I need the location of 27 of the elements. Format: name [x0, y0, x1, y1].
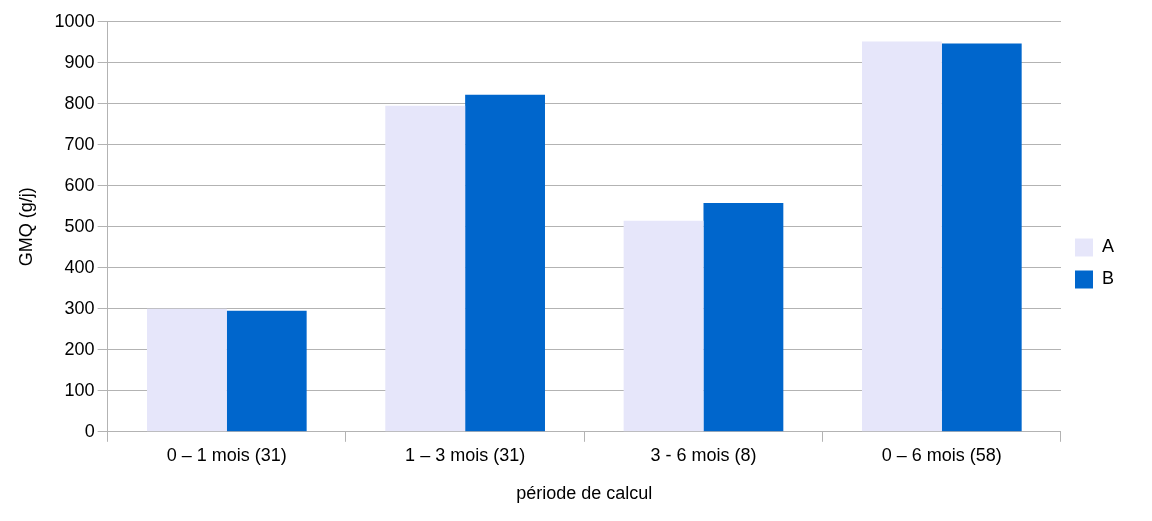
bar	[465, 94, 545, 432]
legend-label: B	[1101, 268, 1115, 289]
y-tick-label: 800	[64, 92, 95, 113]
y-tick-label: 700	[64, 133, 95, 154]
y-tick-label: 100	[64, 379, 95, 400]
bar	[385, 105, 466, 432]
y-tick-label: 400	[64, 256, 95, 277]
bar	[703, 203, 784, 432]
y-tick-label: 500	[64, 215, 95, 236]
bar	[623, 220, 704, 432]
bar	[941, 43, 1022, 432]
y-tick-label: 900	[64, 51, 95, 72]
x-tick-label: 1 – 3 mois (31)	[405, 444, 526, 465]
y-tick-label: 200	[64, 338, 95, 359]
y-tick-label: 600	[64, 174, 95, 195]
y-axis-title: GMQ (g/j)	[15, 187, 36, 267]
bar	[226, 310, 307, 432]
y-tick-label: 300	[64, 297, 95, 318]
legend-label: A	[1101, 236, 1115, 257]
bar	[861, 41, 942, 432]
x-tick-label: 3 - 6 mois (8)	[650, 444, 757, 465]
x-tick-label: 0 – 1 mois (31)	[166, 444, 287, 465]
y-tick-label: 1000	[54, 10, 95, 31]
x-tick-label: 0 – 6 mois (58)	[881, 444, 1002, 465]
bar	[146, 308, 227, 432]
y-tick-label: 0	[84, 420, 95, 441]
x-axis-title: période de calcul	[516, 483, 653, 504]
